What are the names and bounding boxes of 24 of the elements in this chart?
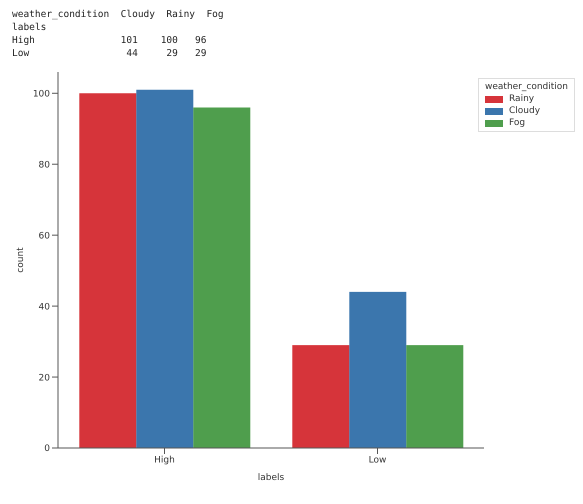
- bar: [292, 345, 350, 448]
- legend-label: Fog: [509, 118, 526, 128]
- x-tick-label: Low: [368, 455, 386, 466]
- y-tick-label: 0: [44, 444, 50, 454]
- legend-label: Cloudy: [509, 106, 540, 116]
- bar: [406, 345, 464, 448]
- text: weather_condition Cloudy Rainy Fog: [12, 8, 225, 21]
- legend-label: Rainy: [509, 94, 534, 104]
- bar: [136, 90, 194, 448]
- y-tick-label: 40: [38, 302, 50, 312]
- text: High 101 100 96: [12, 34, 208, 47]
- text: Low 44 29 29: [12, 47, 208, 60]
- text: labels: [12, 21, 48, 34]
- x-tick-label: High: [154, 455, 175, 466]
- bar: [79, 93, 136, 448]
- bar: [349, 292, 406, 448]
- y-tick-label: 80: [38, 160, 50, 170]
- x-axis-title: labels: [258, 473, 285, 483]
- y-tick-label: 60: [38, 231, 50, 242]
- bar: [193, 107, 250, 448]
- y-tick-label: 100: [32, 89, 50, 100]
- y-axis-title: count: [16, 246, 26, 273]
- y-tick-label: 20: [38, 373, 50, 384]
- legend-title: weather_condition: [485, 82, 568, 92]
